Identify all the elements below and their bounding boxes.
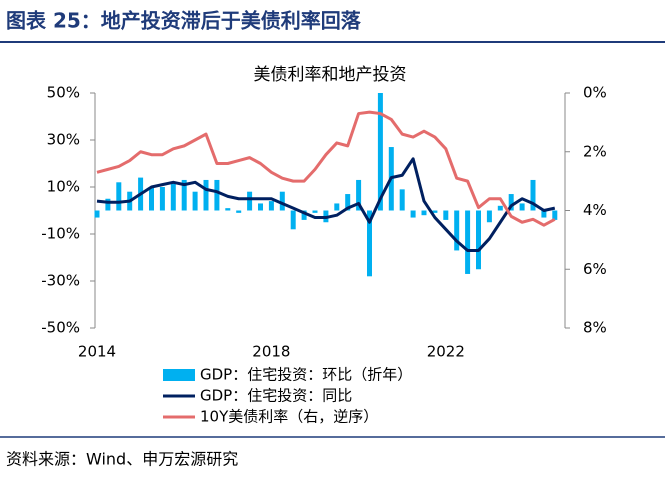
bar bbox=[454, 210, 460, 251]
line bbox=[96, 110, 556, 227]
bar bbox=[170, 182, 176, 211]
bar bbox=[268, 201, 274, 211]
bar bbox=[279, 191, 285, 211]
y-tick-label: 10% bbox=[47, 178, 80, 196]
bar bbox=[410, 210, 416, 218]
bar bbox=[159, 187, 165, 211]
y2-tick-label: 8% bbox=[583, 319, 607, 337]
bar bbox=[214, 179, 220, 211]
bar bbox=[465, 210, 471, 274]
bar bbox=[94, 210, 100, 218]
bar bbox=[367, 210, 372, 277]
x-tick-label: 2018 bbox=[252, 343, 290, 361]
bar bbox=[399, 189, 405, 211]
bar bbox=[356, 179, 362, 211]
legend-swatch bbox=[163, 369, 195, 381]
bar bbox=[519, 203, 525, 211]
bar bbox=[105, 198, 111, 211]
bar bbox=[443, 210, 449, 220]
bar bbox=[476, 210, 481, 270]
bar bbox=[236, 210, 242, 213]
bar bbox=[421, 210, 427, 216]
bar bbox=[192, 191, 198, 211]
y-tick-label: 30% bbox=[47, 131, 80, 149]
bar bbox=[345, 194, 351, 211]
line bbox=[96, 157, 556, 252]
y2-tick-label: 2% bbox=[583, 142, 607, 160]
y2-tick-label: 0% bbox=[583, 84, 607, 102]
legend-label: GDP：住宅投资：同比 bbox=[200, 387, 352, 405]
bar bbox=[432, 210, 438, 213]
bar bbox=[312, 210, 318, 213]
bar bbox=[552, 210, 558, 220]
bar bbox=[530, 179, 536, 211]
bar bbox=[508, 194, 514, 211]
bar bbox=[258, 203, 263, 211]
source: 资料来源：Wind、申万宏源研究 bbox=[6, 450, 238, 469]
bar bbox=[334, 203, 340, 211]
bar bbox=[225, 208, 231, 211]
chart-title: 美债利率和地产投资 bbox=[254, 65, 407, 85]
legend-label: 10Y美债利率（右，逆序） bbox=[200, 408, 378, 426]
bar bbox=[181, 179, 187, 211]
bar bbox=[149, 187, 154, 211]
x-tick-label: 2022 bbox=[427, 343, 465, 361]
y2-tick-label: 6% bbox=[583, 260, 607, 278]
bar bbox=[497, 205, 503, 211]
y-tick-label: -50% bbox=[41, 319, 80, 337]
bar bbox=[116, 182, 122, 211]
bar bbox=[290, 210, 296, 230]
page-title: 图表 25：地产投资滞后于美债利率回落 bbox=[6, 9, 362, 33]
bar bbox=[203, 179, 209, 211]
bar bbox=[541, 210, 547, 218]
y-tick-label: -30% bbox=[41, 272, 80, 290]
y2-tick-label: 4% bbox=[583, 201, 607, 219]
y-tick-label: 50% bbox=[47, 84, 80, 102]
x-tick-label: 2014 bbox=[78, 343, 116, 361]
legend-label: GDP：住宅投资：环比（折年） bbox=[200, 366, 412, 384]
bar bbox=[247, 191, 253, 211]
y-tick-label: -10% bbox=[41, 225, 80, 243]
bar bbox=[486, 210, 492, 223]
bar bbox=[301, 210, 307, 220]
bar bbox=[377, 93, 383, 211]
